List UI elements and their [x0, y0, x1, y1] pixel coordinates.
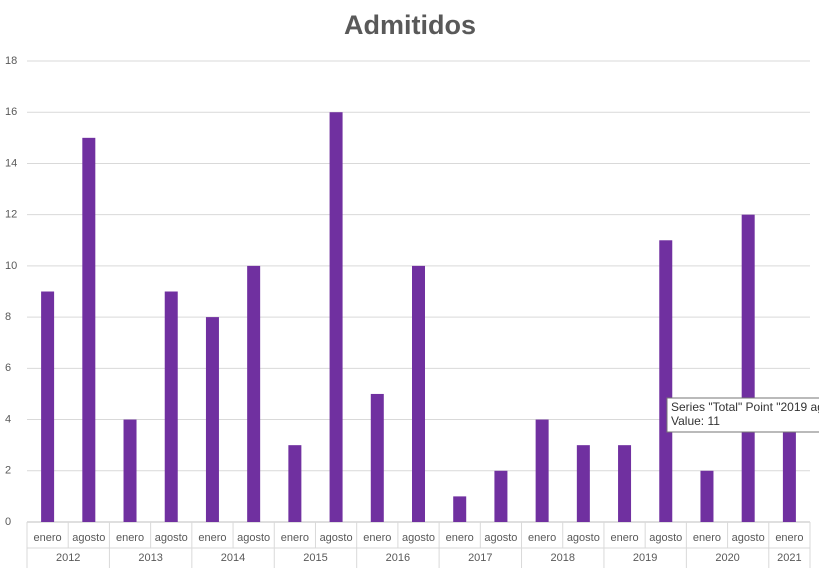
- bar: [329, 112, 343, 522]
- tooltip-text: Series "Total" Point "2019 ag: [671, 400, 819, 414]
- x-group-label: 2018: [550, 552, 574, 564]
- x-group-label: 2020: [715, 552, 739, 564]
- x-tick-label: enero: [116, 532, 144, 544]
- x-group-label: 2012: [56, 552, 80, 564]
- bar: [535, 419, 549, 522]
- x-tick-label: agosto: [402, 532, 435, 544]
- x-tick-label: agosto: [484, 532, 517, 544]
- bar: [659, 240, 673, 522]
- x-tick-label: enero: [610, 532, 638, 544]
- bar: [288, 445, 302, 522]
- x-group-label: 2016: [386, 552, 410, 564]
- y-tick-label: 6: [5, 362, 11, 374]
- bar: [247, 265, 261, 522]
- x-tick-label: enero: [528, 532, 556, 544]
- x-tick-label: agosto: [649, 532, 682, 544]
- bar: [164, 291, 178, 522]
- y-tick-label: 0: [5, 516, 11, 528]
- y-tick-label: 16: [5, 106, 17, 118]
- x-tick-label: agosto: [237, 532, 270, 544]
- x-tick-label: agosto: [320, 532, 353, 544]
- x-tick-label: enero: [363, 532, 391, 544]
- x-tick-label: enero: [693, 532, 721, 544]
- chart-title: Admitidos: [344, 10, 476, 40]
- bar: [370, 393, 384, 522]
- bar: [700, 470, 714, 522]
- x-tick-label: enero: [281, 532, 309, 544]
- x-tick-label: enero: [446, 532, 474, 544]
- x-group-label: 2019: [633, 552, 657, 564]
- bar: [741, 214, 755, 522]
- x-group-label: 2017: [468, 552, 492, 564]
- x-tick-label: enero: [34, 532, 62, 544]
- y-tick-label: 8: [5, 311, 11, 323]
- y-tick-label: 2: [5, 465, 11, 477]
- x-tick-label: agosto: [732, 532, 765, 544]
- x-tick-label: enero: [198, 532, 226, 544]
- x-group-label: 2014: [221, 552, 245, 564]
- y-tick-label: 14: [5, 157, 17, 169]
- tooltip-text: Value: 11: [671, 414, 720, 428]
- y-tick-label: 10: [5, 260, 17, 272]
- bar: [123, 419, 137, 522]
- x-tick-label: agosto: [72, 532, 105, 544]
- x-tick-label: enero: [775, 532, 803, 544]
- bar: [782, 419, 796, 522]
- tooltip-box: [666, 397, 819, 433]
- bar: [82, 137, 96, 523]
- bar: [576, 445, 590, 522]
- y-tick-label: 4: [5, 413, 11, 425]
- x-group-label: 2015: [303, 552, 327, 564]
- y-tick-label: 12: [5, 209, 17, 221]
- bar: [41, 291, 55, 522]
- x-group-label: 2021: [777, 552, 801, 564]
- y-tick-label: 18: [5, 55, 17, 67]
- bar: [494, 470, 508, 522]
- bar: [453, 496, 467, 522]
- bar: [205, 317, 219, 522]
- x-tick-label: agosto: [567, 532, 600, 544]
- bar: [618, 445, 632, 522]
- bar: [412, 265, 425, 522]
- x-tick-label: agosto: [155, 532, 188, 544]
- x-group-label: 2013: [138, 552, 162, 564]
